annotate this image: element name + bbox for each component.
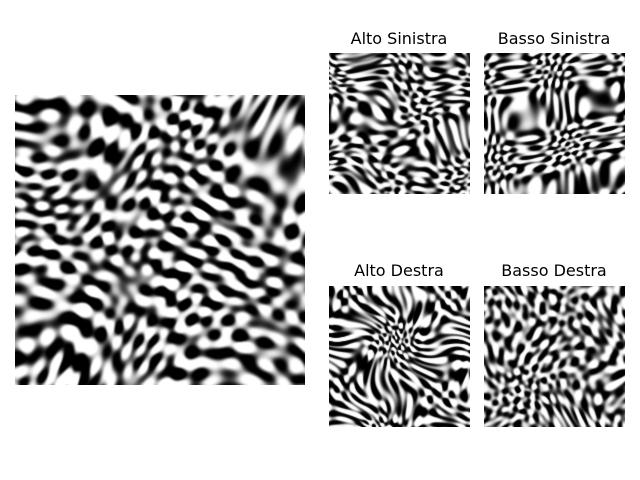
tile-image-basso-sinistra <box>484 53 625 194</box>
tile-image-alto-sinistra <box>329 53 470 194</box>
main-texture-image <box>15 95 305 385</box>
tile-title-basso-destra: Basso Destra <box>501 261 607 280</box>
tile-image-basso-destra <box>484 286 625 427</box>
tile-title-alto-destra: Alto Destra <box>354 261 444 280</box>
tile-image-alto-destra <box>329 286 470 427</box>
tile-title-alto-sinistra: Alto Sinistra <box>350 29 448 48</box>
tile-title-basso-sinistra: Basso Sinistra <box>497 29 611 48</box>
